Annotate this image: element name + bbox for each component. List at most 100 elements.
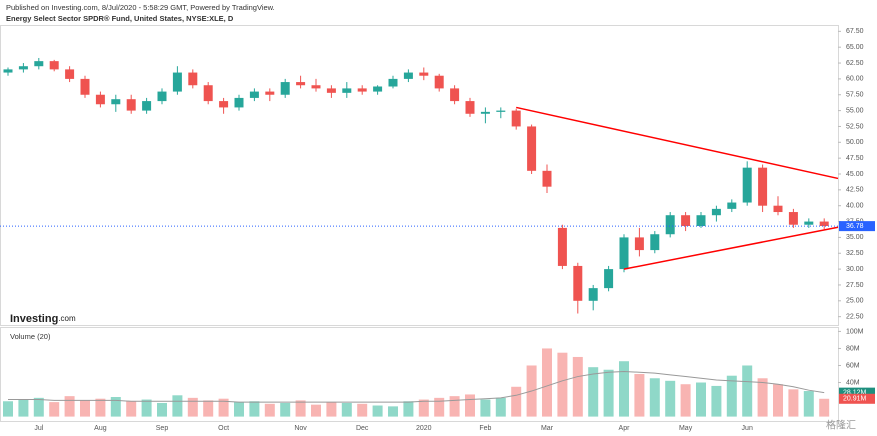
candle-body	[758, 167, 768, 206]
candle-body	[588, 288, 598, 301]
volume-bar	[649, 378, 660, 417]
candle-body	[126, 99, 136, 111]
volume-bar	[449, 396, 460, 417]
volume-bar	[465, 394, 475, 417]
logo-suffix: .com	[58, 314, 76, 323]
volume-bar	[295, 400, 306, 417]
volume-tick-label: 100M	[846, 328, 864, 335]
volume-bar	[711, 385, 722, 417]
volume-bar	[234, 402, 244, 417]
y-tick-label: 65.00	[846, 44, 864, 51]
volume-bar	[264, 403, 275, 417]
candle-body	[634, 237, 644, 251]
candle-body	[249, 91, 259, 98]
volume-bar	[172, 395, 183, 417]
x-tick-label: Aug	[94, 425, 107, 432]
volume-bar	[64, 396, 75, 417]
candle-body	[681, 215, 691, 226]
x-tick-label: Jun	[742, 425, 753, 432]
y-tick-label: 67.50	[846, 28, 864, 35]
trendline	[516, 106, 839, 180]
y-tick-label: 45.00	[846, 171, 864, 178]
candle-body	[49, 61, 59, 70]
volume-tick-label: 80M	[846, 345, 860, 352]
candle-body	[3, 69, 13, 73]
volume-bar	[803, 391, 814, 417]
x-tick-label: Dec	[356, 425, 369, 432]
volume-bar	[603, 369, 614, 417]
candle-body	[542, 170, 552, 187]
candle-body	[711, 208, 721, 216]
volume-bar	[388, 406, 398, 417]
candle-body	[573, 265, 583, 301]
last-price-box	[839, 221, 875, 232]
volume-title: Volume (20)	[10, 332, 51, 341]
volume-bar	[49, 402, 60, 417]
volume-bar	[619, 361, 629, 417]
volume-ma	[8, 370, 825, 403]
volume-bar	[557, 352, 568, 417]
candle-body	[696, 215, 706, 226]
volume-last-label: 28.12M	[843, 389, 867, 396]
volume-last-box	[839, 387, 875, 398]
volume-bar	[341, 402, 352, 417]
volume-bar	[680, 384, 691, 417]
volume-frame	[0, 327, 839, 422]
volume-bar	[372, 405, 383, 417]
candle-body	[403, 72, 413, 79]
candle-body	[788, 212, 798, 225]
x-tick-label: Oct	[218, 425, 229, 432]
x-tick-label: May	[679, 425, 693, 432]
volume-bar	[357, 403, 368, 417]
candle-body	[665, 215, 675, 235]
candle-body	[619, 237, 629, 270]
x-tick-label: 2020	[416, 425, 432, 432]
y-tick-label: 25.00	[846, 298, 864, 305]
volume-bar	[726, 375, 737, 417]
candle-body	[280, 82, 290, 95]
candle-body	[496, 110, 506, 112]
y-tick-label: 55.00	[846, 107, 864, 114]
y-tick-label: 60.00	[846, 76, 864, 83]
candle-body	[450, 88, 460, 102]
y-tick-label: 40.00	[846, 203, 864, 210]
candle-body	[419, 72, 429, 76]
volume-bar	[418, 399, 429, 417]
x-tick-label: Feb	[479, 425, 491, 432]
x-tick-label: Jul	[34, 425, 43, 432]
candle-body	[203, 85, 213, 102]
volume-bar	[588, 367, 599, 417]
candle-body	[326, 88, 336, 93]
candle-body	[388, 78, 398, 87]
instrument-title: Energy Select Sector SPDR® Fund, United …	[6, 14, 234, 23]
candle-body	[650, 234, 660, 251]
volume-bar	[110, 397, 121, 417]
candle-body	[727, 202, 737, 209]
candle-body	[95, 94, 105, 105]
candle-body	[311, 85, 321, 89]
y-tick-label: 32.50	[846, 250, 864, 257]
candle-body	[65, 69, 75, 79]
x-tick-label: Sep	[156, 425, 169, 432]
candle-body	[773, 205, 783, 213]
candle-body	[604, 269, 614, 289]
candle-body	[18, 66, 28, 70]
x-tick-label: Nov	[294, 425, 307, 432]
volume-bar	[218, 398, 229, 417]
candle-body	[80, 78, 90, 95]
candle-body	[434, 75, 444, 89]
volume-bar	[249, 401, 260, 417]
candle-body	[296, 82, 306, 86]
y-tick-label: 62.50	[846, 60, 864, 67]
x-tick-label: Apr	[619, 425, 631, 432]
candle-body	[265, 91, 275, 95]
candle-body	[342, 88, 352, 93]
volume-bar	[280, 402, 291, 417]
volume-bar	[403, 401, 414, 417]
volume-bar	[495, 397, 506, 417]
volume-bar	[757, 378, 768, 417]
volume-bar	[126, 401, 137, 417]
candle-body	[804, 221, 814, 225]
published-note: Published on Investing.com, 8/Jul/2020 -…	[6, 3, 275, 12]
